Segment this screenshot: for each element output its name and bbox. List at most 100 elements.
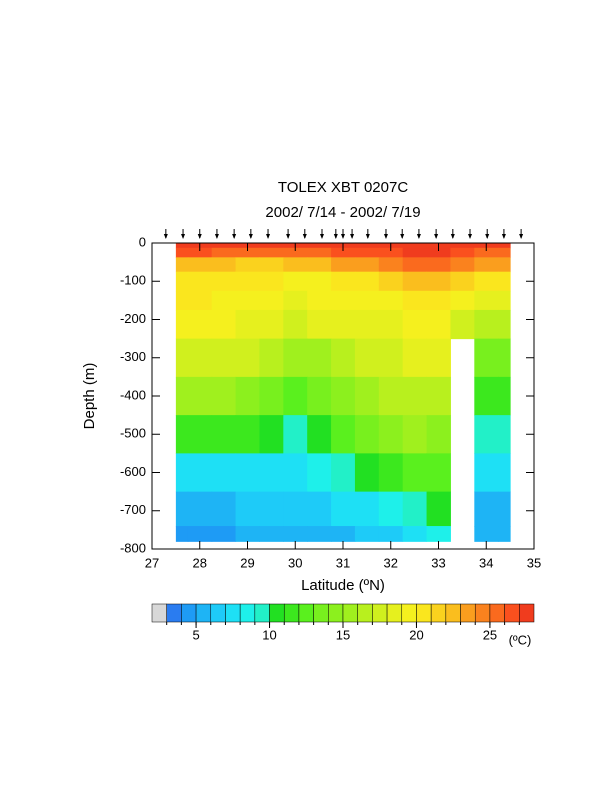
x-tick-label: 27 [145, 555, 159, 570]
field-cell [498, 338, 511, 378]
y-tick-label: -800 [120, 540, 146, 555]
x-tick-label: 35 [527, 555, 541, 570]
field-cell [426, 247, 451, 258]
chart-title: TOLEX XBT 0207C [278, 179, 409, 196]
field-cell [354, 526, 380, 542]
field-cell [474, 247, 499, 258]
field-cell [187, 247, 213, 258]
field-cell [235, 309, 260, 340]
colorbar-tick-label: 25 [483, 627, 497, 642]
colorbar-box [239, 603, 256, 623]
field-cell [187, 257, 213, 273]
station-arrow-head [450, 234, 455, 239]
field-cell [307, 309, 332, 340]
field-cell [259, 247, 284, 258]
field-cell [283, 415, 308, 454]
field-cell [211, 415, 237, 454]
field-cell [331, 247, 356, 258]
colorbar-box [519, 603, 535, 623]
field-cell [211, 290, 237, 311]
field-cell [175, 271, 189, 292]
field-cell [187, 309, 213, 340]
field-cell [307, 271, 332, 292]
field-cell [474, 376, 499, 416]
y-axis-label: Depth (m) [81, 363, 98, 430]
colorbar-unit: (ºC) [509, 632, 532, 647]
y-tick-label: -700 [120, 502, 146, 517]
colorbar-box [298, 603, 314, 623]
field-cell [331, 338, 356, 378]
field-cell [498, 376, 511, 416]
field-cell [474, 526, 499, 542]
field-cell [402, 415, 428, 454]
field-cell [378, 309, 404, 340]
field-cell [307, 453, 332, 493]
field-cell [498, 309, 511, 340]
field-cell [426, 376, 451, 416]
field-cell [474, 309, 499, 340]
field-cell [211, 243, 237, 249]
field-cell [259, 526, 284, 542]
station-arrow-head [197, 234, 202, 239]
field-cell [450, 257, 475, 273]
field-cell [211, 453, 237, 493]
field-cell [259, 415, 284, 454]
field-cell [235, 257, 260, 273]
field-cell [378, 415, 404, 454]
field-cell [498, 526, 511, 542]
field-cell [426, 415, 451, 454]
colorbar-box [195, 603, 212, 623]
field-cell [378, 491, 404, 527]
field-cell [187, 491, 213, 527]
field-cell [378, 453, 404, 493]
field-cell [283, 257, 308, 273]
field-cell [331, 290, 356, 311]
colorbar-box [225, 603, 241, 623]
field-cell [402, 526, 428, 542]
field-cell [402, 290, 428, 311]
field-cell [283, 338, 308, 378]
field-cell [474, 257, 499, 273]
field-cell [402, 491, 428, 527]
field-cell [474, 290, 499, 311]
x-tick-label: 30 [288, 555, 302, 570]
chart-subtitle: 2002/ 7/14 - 2002/ 7/19 [265, 204, 420, 221]
field-cell [426, 526, 451, 542]
field-cell [498, 415, 511, 454]
field-cell [331, 376, 356, 416]
field-cell [187, 290, 213, 311]
field-cell [498, 453, 511, 493]
field-cell [259, 453, 284, 493]
station-arrow-head [248, 234, 253, 239]
field-cell [175, 491, 189, 527]
field-cell [498, 491, 511, 527]
colorbar-box [474, 603, 491, 623]
field-cell [187, 415, 213, 454]
field-cell [175, 338, 189, 378]
station-arrow-head [501, 234, 506, 239]
colorbar-box [386, 603, 403, 623]
field-cell [450, 290, 475, 311]
field-cell [307, 338, 332, 378]
station-arrow-head [485, 234, 490, 239]
field-cell [354, 309, 380, 340]
field-cell [175, 309, 189, 340]
field-cell [402, 376, 428, 416]
colorbar-tick-label: 5 [192, 627, 199, 642]
colorbar-box [283, 603, 300, 623]
field-cell [259, 243, 284, 249]
field-cell [259, 290, 284, 311]
field-cell [307, 526, 332, 542]
field-cell [498, 247, 511, 258]
field-cell [235, 338, 260, 378]
colorbar-box [430, 603, 447, 623]
field-cell [235, 290, 260, 311]
colorbar-box [401, 603, 417, 623]
station-arrow-head [266, 234, 271, 239]
y-tick-label: -400 [120, 387, 146, 402]
field-cell [307, 243, 332, 249]
y-tick-label: -300 [120, 349, 146, 364]
field-cell [283, 247, 308, 258]
field-cell [175, 376, 189, 416]
field-cell [175, 257, 189, 273]
